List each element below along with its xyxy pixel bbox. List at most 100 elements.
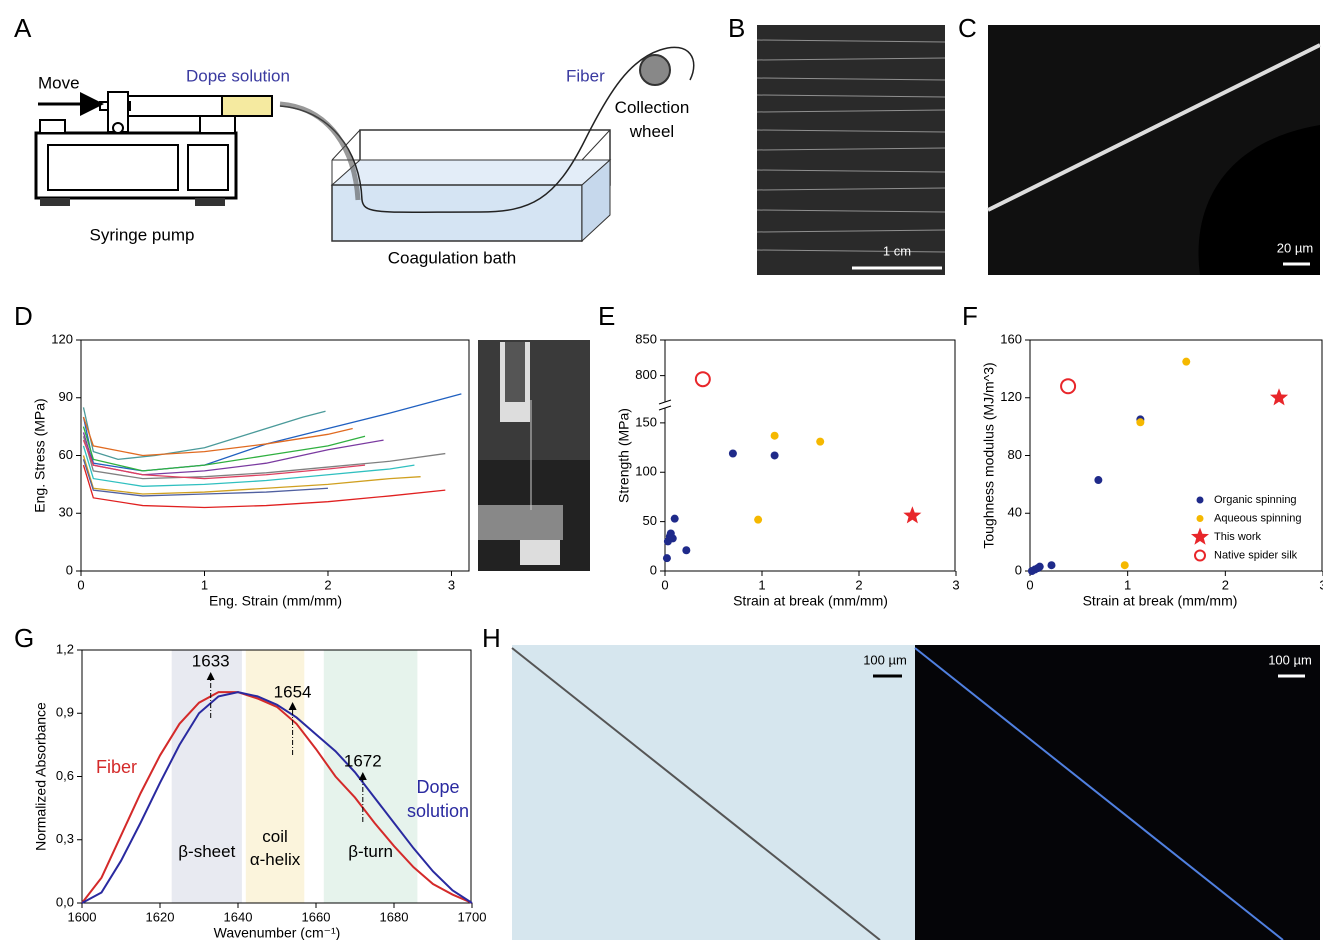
- legend-label: Aqueous spinning: [1214, 512, 1301, 524]
- line-series: [83, 417, 352, 456]
- panel-label: A: [14, 13, 32, 43]
- y-tick-label: 100: [635, 464, 657, 479]
- band: [172, 650, 242, 903]
- scale-bar-label: 1 cm: [883, 243, 911, 258]
- legend-marker: [1197, 515, 1204, 522]
- y-tick-label: 0: [650, 562, 657, 577]
- diagram-label: Dope solution: [186, 66, 290, 85]
- scatter-point: [682, 546, 690, 554]
- x-tick-label: 3: [448, 577, 455, 592]
- x-tick-label: 1700: [458, 909, 487, 924]
- diagram-label: Coagulation bath: [388, 248, 517, 267]
- panel-label: B: [728, 13, 745, 43]
- y-tick-label: 60: [59, 447, 73, 462]
- scatter-point: [1047, 561, 1055, 569]
- y-tick-label: 0: [66, 562, 73, 577]
- chart: 012304080120160Strain at break (mm/mm)To…: [981, 331, 1323, 608]
- scatter-point: [1270, 388, 1288, 405]
- y-axis-label: Strength (MPa): [616, 408, 632, 503]
- panel-label: G: [14, 623, 34, 653]
- y-tick-label: 0,6: [56, 768, 74, 783]
- x-axis-label: Strain at break (mm/mm): [733, 593, 888, 609]
- line-series: [83, 456, 420, 495]
- panel-label: C: [958, 13, 977, 43]
- x-tick-label: 3: [952, 577, 959, 592]
- line-series: [83, 465, 445, 507]
- series-label: Fiber: [96, 757, 137, 777]
- scatter-point: [771, 451, 779, 459]
- scale-bar-label: 20 µm: [1277, 240, 1313, 255]
- legend-marker: [1195, 551, 1205, 561]
- photo-h-left: [512, 645, 915, 940]
- y-tick-label: 850: [635, 331, 657, 346]
- legend-label: Organic spinning: [1214, 494, 1297, 506]
- y-tick-label: 800: [635, 367, 657, 382]
- peak-label: 1654: [274, 682, 312, 701]
- plot-frame: [81, 340, 469, 571]
- x-tick-label: 1660: [302, 909, 331, 924]
- scatter-point: [663, 554, 671, 562]
- x-tick-label: 0: [77, 577, 84, 592]
- y-tick-label: 0,9: [56, 705, 74, 720]
- x-tick-label: 1680: [380, 909, 409, 924]
- band-label: β-sheet: [178, 842, 235, 861]
- scale-bar-label: 100 µm: [1268, 652, 1312, 667]
- line-series: [83, 440, 365, 479]
- y-tick-label: 80: [1008, 447, 1022, 462]
- legend-label: Native spider silk: [1214, 549, 1298, 561]
- scatter-point: [1136, 418, 1144, 426]
- x-tick-label: 1: [1124, 577, 1131, 592]
- scatter-point: [903, 506, 921, 523]
- x-axis-label: Wavenumber (cm⁻¹): [214, 925, 341, 940]
- y-tick-label: 90: [59, 389, 73, 404]
- y-tick-label: 1,2: [56, 641, 74, 656]
- y-axis-label: Normalized Absorbance: [33, 702, 49, 851]
- photo-h-right: [915, 645, 1320, 940]
- scatter-point: [816, 438, 824, 446]
- y-axis-label: Toughness modulus (MJ/m^3): [981, 362, 997, 548]
- y-tick-label: 0,0: [56, 894, 74, 909]
- x-tick-label: 1600: [68, 909, 97, 924]
- scatter-point: [696, 372, 710, 386]
- y-tick-label: 0: [1015, 562, 1022, 577]
- scatter-point: [729, 449, 737, 457]
- legend-marker: [1191, 528, 1209, 545]
- y-tick-label: 160: [1000, 331, 1022, 346]
- scatter-point: [1094, 476, 1102, 484]
- x-tick-label: 0: [1026, 577, 1033, 592]
- panel-label: F: [962, 301, 978, 331]
- line-series: [83, 446, 414, 486]
- scatter-point: [771, 432, 779, 440]
- x-tick-label: 0: [661, 577, 668, 592]
- y-tick-label: 50: [643, 513, 657, 528]
- x-tick-label: 2: [1222, 577, 1229, 592]
- y-tick-label: 30: [59, 505, 73, 520]
- scatter-point: [1036, 563, 1044, 571]
- x-tick-label: 2: [324, 577, 331, 592]
- legend-marker: [1197, 497, 1204, 504]
- x-axis-label: Strain at break (mm/mm): [1083, 593, 1238, 609]
- y-tick-label: 150: [635, 414, 657, 429]
- band-label: β-turn: [348, 842, 393, 861]
- panel-label: H: [482, 623, 501, 653]
- y-tick-label: 0,3: [56, 831, 74, 846]
- x-tick-label: 1640: [224, 909, 253, 924]
- band: [324, 650, 418, 903]
- diagram-label: Move: [38, 73, 80, 92]
- scatter-point: [1121, 561, 1129, 569]
- x-tick-label: 3: [1319, 577, 1323, 592]
- chart: 0123050100150800850Strain at break (mm/m…: [616, 331, 960, 608]
- panel-label: D: [14, 301, 33, 331]
- figure: Move Dope solution Fiber Collectionwheel…: [0, 0, 1323, 940]
- panel-label: E: [598, 301, 615, 331]
- scale-bar-label: 100 µm: [863, 652, 907, 667]
- x-tick-label: 1620: [146, 909, 175, 924]
- legend-label: This work: [1214, 531, 1262, 543]
- x-tick-label: 1: [758, 577, 765, 592]
- y-tick-label: 120: [1000, 389, 1022, 404]
- peak-label: 1672: [344, 751, 382, 770]
- x-tick-label: 1: [201, 577, 208, 592]
